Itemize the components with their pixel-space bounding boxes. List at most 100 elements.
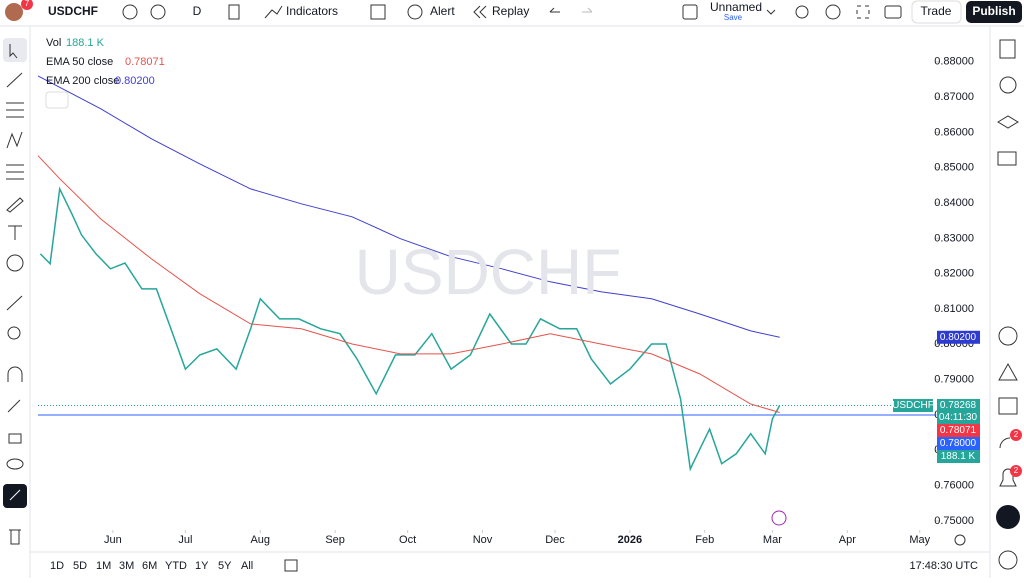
sidebar-badge: 2 [1014, 430, 1019, 439]
top-toolbar: 7 USDCHF D Indicators Alert Replay Unnam… [0, 0, 1024, 27]
plot-area: 0.750000.760000.770000.780000.790000.800… [37, 56, 980, 546]
ema200-badge-text: 0.80200 [940, 332, 977, 343]
signals[interactable] [998, 362, 1018, 381]
x-tick-label: Feb [695, 534, 714, 546]
layers[interactable] [997, 115, 1019, 129]
alerts[interactable] [999, 76, 1017, 94]
alert[interactable]: Alert [430, 4, 455, 18]
avatar-badge-bg [21, 0, 33, 10]
trade[interactable]: Trade [921, 4, 952, 18]
ema50-badge-text: 0.78071 [940, 425, 977, 436]
alert-icon [407, 4, 423, 20]
watermark: USDCHF [355, 236, 622, 308]
save[interactable]: Save [724, 13, 743, 22]
brush-tool[interactable] [6, 197, 24, 213]
volume-badge: 188.1 K [937, 450, 980, 464]
measure-tool[interactable] [6, 295, 23, 311]
snapshot[interactable] [884, 5, 902, 19]
axis-settings[interactable] [954, 534, 966, 546]
avatar[interactable] [5, 3, 23, 21]
settings[interactable] [825, 4, 841, 20]
undo[interactable] [549, 7, 560, 13]
help[interactable] [998, 550, 1018, 570]
redo[interactable] [582, 7, 593, 13]
sync-tool[interactable] [3, 484, 27, 508]
range-button[interactable]: 6M [142, 560, 157, 572]
legend-ema200: EMA 200 close [46, 75, 119, 87]
publish[interactable]: Publish [972, 4, 1015, 18]
pattern-tool[interactable] [6, 131, 23, 149]
projection-tool[interactable] [6, 164, 24, 180]
cursor-tool[interactable] [3, 38, 27, 62]
chats[interactable] [997, 151, 1017, 166]
quick-search[interactable] [795, 5, 809, 19]
text-tool[interactable] [8, 225, 22, 240]
indicators[interactable]: Indicators [286, 4, 338, 18]
calendar[interactable] [998, 397, 1018, 415]
range-button[interactable]: All [241, 560, 253, 572]
range-button[interactable]: 5D [73, 560, 87, 572]
replay[interactable]: Replay [492, 4, 529, 18]
streams[interactable] [999, 437, 1011, 449]
layout-checkbox[interactable] [682, 4, 698, 20]
compare[interactable] [150, 4, 166, 20]
trade-button[interactable] [911, 0, 962, 24]
legend-ema200-value: 0.80200 [115, 75, 155, 87]
cursor-icon [9, 44, 18, 59]
badge-bg [1010, 465, 1022, 477]
range-button[interactable]: 3M [119, 560, 134, 572]
badge-bg [1010, 429, 1022, 441]
range-button[interactable]: YTD [165, 560, 187, 572]
delete-tool[interactable] [9, 529, 21, 545]
symbol[interactable]: USDCHF [48, 4, 98, 18]
y-tick-label: 0.83000 [934, 232, 974, 244]
magnet-tool[interactable] [7, 366, 23, 382]
x-tick-label: Jul [178, 534, 192, 546]
fullscreen[interactable] [856, 5, 870, 19]
range-button[interactable]: 1D [50, 560, 64, 572]
ema50-badge: 0.78071 [937, 424, 980, 438]
volume-value: 188.1 K [66, 37, 105, 49]
x-tick-label: Jun [104, 534, 122, 546]
ideas[interactable] [998, 326, 1018, 346]
watchlist[interactable] [999, 39, 1016, 59]
icon-tool[interactable] [6, 254, 24, 272]
countdown-badge-text: 04:11:30 [939, 412, 978, 423]
last-price-badge-text: 0.78268 [940, 400, 977, 411]
ema50-badge-bg [937, 424, 980, 438]
clock: 17:48:30 UTC [910, 560, 979, 572]
x-tick-label: Dec [545, 534, 565, 546]
event-marker[interactable] [771, 510, 787, 526]
y-tick-label: 0.85000 [934, 162, 974, 174]
replay-icon [473, 5, 487, 19]
y-tick-label: 0.86000 [934, 126, 974, 138]
interval[interactable]: D [193, 4, 202, 18]
last-price-badge-bg [937, 399, 980, 413]
lock-tool[interactable] [8, 433, 22, 444]
trend-line[interactable] [6, 72, 23, 88]
range-button[interactable]: 1M [96, 560, 111, 572]
layout-menu[interactable] [766, 9, 776, 15]
hide-tool[interactable] [6, 458, 24, 470]
y-tick-label: 0.75000 [934, 515, 974, 527]
date-range-picker[interactable] [284, 559, 298, 572]
range-button[interactable]: 5Y [218, 560, 232, 572]
fib-tool[interactable] [6, 102, 24, 118]
publish-button[interactable] [966, 1, 1022, 23]
indicators-icon [264, 5, 283, 19]
range-button[interactable]: 1Y [195, 560, 209, 572]
layout-name[interactable]: Unnamed [710, 0, 762, 14]
symbol-menu[interactable] [122, 4, 138, 20]
y-tick-label: 0.82000 [934, 268, 974, 280]
chart-type[interactable] [228, 4, 240, 20]
volume-label: Vol [46, 37, 61, 49]
apps[interactable] [996, 505, 1020, 529]
templates[interactable] [370, 4, 386, 20]
keep-drawing[interactable] [7, 399, 21, 413]
zoom-tool[interactable] [7, 326, 21, 340]
line-badge-bg [937, 437, 980, 451]
legend-collapse[interactable] [45, 91, 69, 109]
x-tick-label: 2026 [618, 534, 642, 546]
